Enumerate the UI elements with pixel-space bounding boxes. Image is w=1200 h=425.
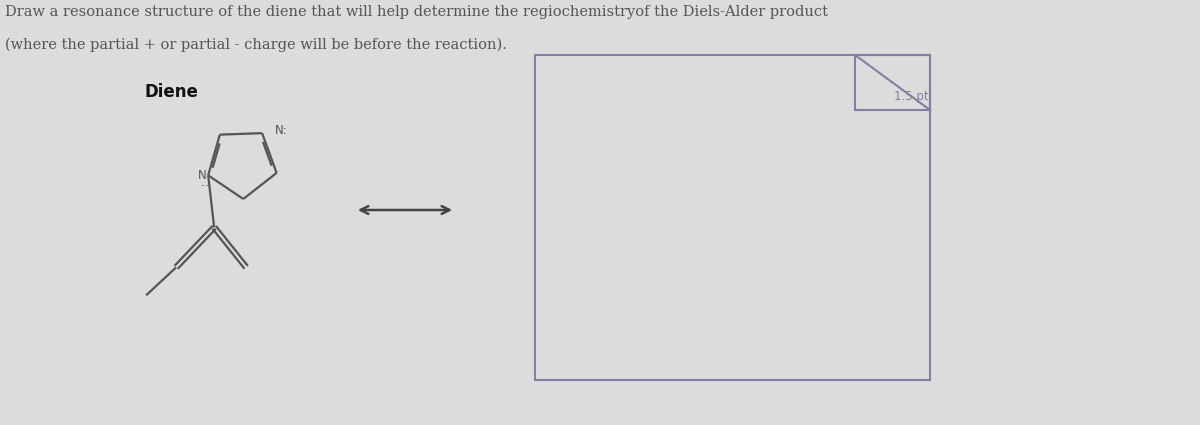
Bar xyxy=(535,55,930,380)
Bar xyxy=(856,55,930,110)
Text: N: N xyxy=(198,169,206,182)
Text: Diene: Diene xyxy=(145,83,199,101)
Text: (where the partial + or partial - charge will be before the reaction).: (where the partial + or partial - charge… xyxy=(5,38,506,52)
Text: Draw a resonance structure of the diene that will help determine the regiochemis: Draw a resonance structure of the diene … xyxy=(5,5,828,19)
Text: 1.5 pt: 1.5 pt xyxy=(894,90,929,103)
Text: N:: N: xyxy=(275,124,288,137)
Text: ··: ·· xyxy=(202,180,214,193)
